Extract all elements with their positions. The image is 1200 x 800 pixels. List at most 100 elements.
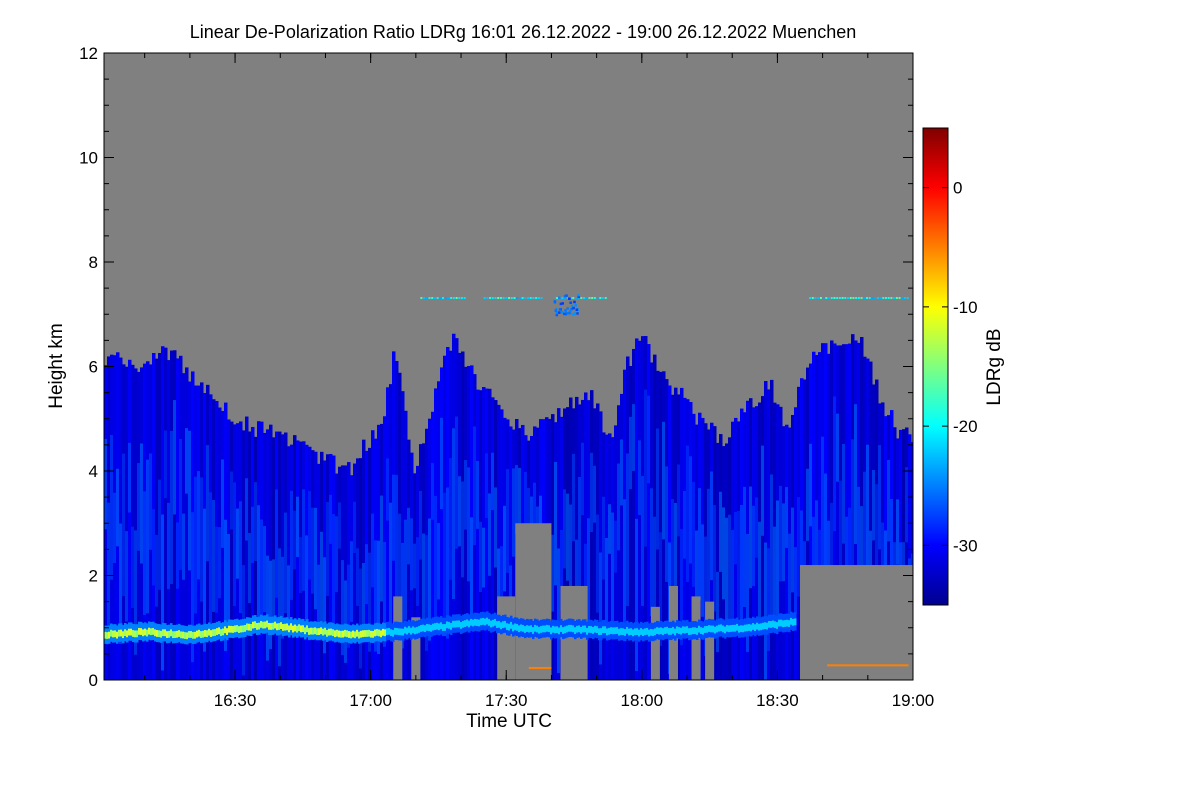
ldr-streak	[377, 540, 381, 655]
aerosol-layer-point	[420, 297, 423, 300]
ldr-streak	[398, 513, 402, 640]
ldr-column	[836, 345, 840, 680]
aerosol-layer-point	[513, 297, 516, 300]
ldr-streak	[614, 520, 618, 573]
melting-layer-core	[478, 619, 481, 627]
melting-layer-core	[526, 625, 529, 632]
ldr-streak	[440, 417, 444, 510]
ldr-streak	[248, 533, 252, 604]
ldr-column	[125, 366, 129, 680]
ldr-streak	[764, 542, 768, 680]
aerosol-layer-point	[828, 297, 831, 300]
melting-layer-core	[460, 622, 463, 629]
ldr-column	[242, 430, 246, 680]
ldr-streak	[110, 434, 114, 580]
melting-layer-core	[130, 628, 133, 636]
melting-layer-core	[242, 625, 245, 633]
melting-layer-core	[484, 618, 487, 626]
ldr-streak	[566, 493, 570, 581]
aerosol-layer-point	[876, 297, 879, 300]
melting-layer-core	[172, 631, 175, 639]
melting-layer-core	[204, 630, 207, 637]
ldr-streak	[368, 552, 372, 652]
ldr-streak	[719, 491, 723, 572]
ldr-column	[812, 351, 816, 680]
ldr-streak	[512, 468, 516, 557]
melting-layer-core	[698, 625, 701, 633]
melting-layer-core	[528, 625, 531, 633]
melting-layer-core	[534, 624, 537, 632]
aerosol-layer-point	[572, 297, 575, 300]
melting-layer-core	[262, 621, 265, 629]
ldr-streak	[608, 504, 612, 554]
ldr-column	[659, 371, 663, 680]
aerosol-layer-point	[855, 297, 858, 300]
aerosol-layer-point	[436, 297, 439, 300]
melting-layer-core	[782, 620, 785, 628]
ldr-streak	[239, 501, 243, 614]
melting-layer-core	[794, 618, 797, 626]
ldr-column	[794, 407, 798, 680]
ldr-streak	[857, 486, 861, 635]
melting-layer-core	[202, 630, 205, 638]
ldr-streak	[704, 536, 708, 656]
melting-layer-core	[468, 620, 471, 628]
ldr-streak	[905, 467, 909, 543]
ldr-streak	[293, 510, 297, 570]
surface-signal	[827, 664, 909, 667]
aerosol-patch	[558, 311, 561, 314]
ldr-streak	[263, 526, 267, 613]
aerosol-layer-point	[830, 297, 833, 300]
ldr-streak	[140, 443, 144, 564]
melting-layer-core	[150, 628, 153, 636]
aerosol-layer-point	[489, 297, 492, 300]
melting-layer-core	[352, 630, 355, 638]
melting-layer-core	[638, 629, 641, 637]
melting-layer-core	[432, 623, 435, 631]
melting-layer-core	[358, 631, 361, 639]
ldr-streak	[653, 516, 657, 664]
melting-layer-core	[270, 623, 273, 630]
melting-layer-core	[424, 625, 427, 633]
ldr-column	[677, 394, 681, 680]
y-tick-label: 10	[79, 149, 98, 168]
melting-layer-core	[742, 625, 745, 633]
ldr-column	[818, 352, 822, 680]
melting-layer-core	[340, 630, 343, 638]
melting-layer-core	[758, 623, 761, 631]
melting-layer-core	[370, 630, 373, 638]
melting-layer-core	[474, 618, 477, 626]
aerosol-layer-point	[458, 297, 461, 300]
melting-layer-core	[260, 620, 263, 628]
ldr-streak	[458, 476, 462, 547]
ldr-streak	[218, 527, 222, 599]
ldr-streak	[152, 509, 156, 586]
ldr-streak	[233, 482, 237, 607]
melting-layer-core	[166, 631, 169, 638]
melting-layer-core	[392, 629, 395, 637]
ldr-streak	[494, 487, 498, 568]
aerosol-layer-point	[561, 297, 564, 300]
melting-layer-core	[790, 617, 793, 625]
melting-layer-core	[480, 618, 483, 626]
melting-layer-core	[676, 626, 679, 634]
ldr-streak	[308, 491, 312, 580]
aerosol-layer-point	[455, 297, 458, 300]
melting-layer-core	[748, 624, 751, 631]
melting-layer-core	[784, 620, 787, 627]
melting-layer-core	[584, 625, 587, 633]
melting-layer-core	[126, 630, 129, 638]
ldr-streak	[413, 543, 417, 589]
melting-layer-core	[696, 628, 699, 635]
ldr-streak	[443, 492, 447, 625]
ldr-streak	[476, 461, 480, 529]
melting-layer-core	[514, 623, 517, 631]
melting-layer-core	[318, 628, 321, 635]
ldr-column	[338, 466, 342, 680]
aerosol-layer-point	[431, 297, 434, 300]
melting-layer-core	[512, 624, 515, 632]
aerosol-patch	[555, 311, 559, 314]
melting-layer-core	[304, 627, 307, 635]
ldr-streak	[176, 522, 180, 589]
ldr-streak	[320, 531, 324, 641]
